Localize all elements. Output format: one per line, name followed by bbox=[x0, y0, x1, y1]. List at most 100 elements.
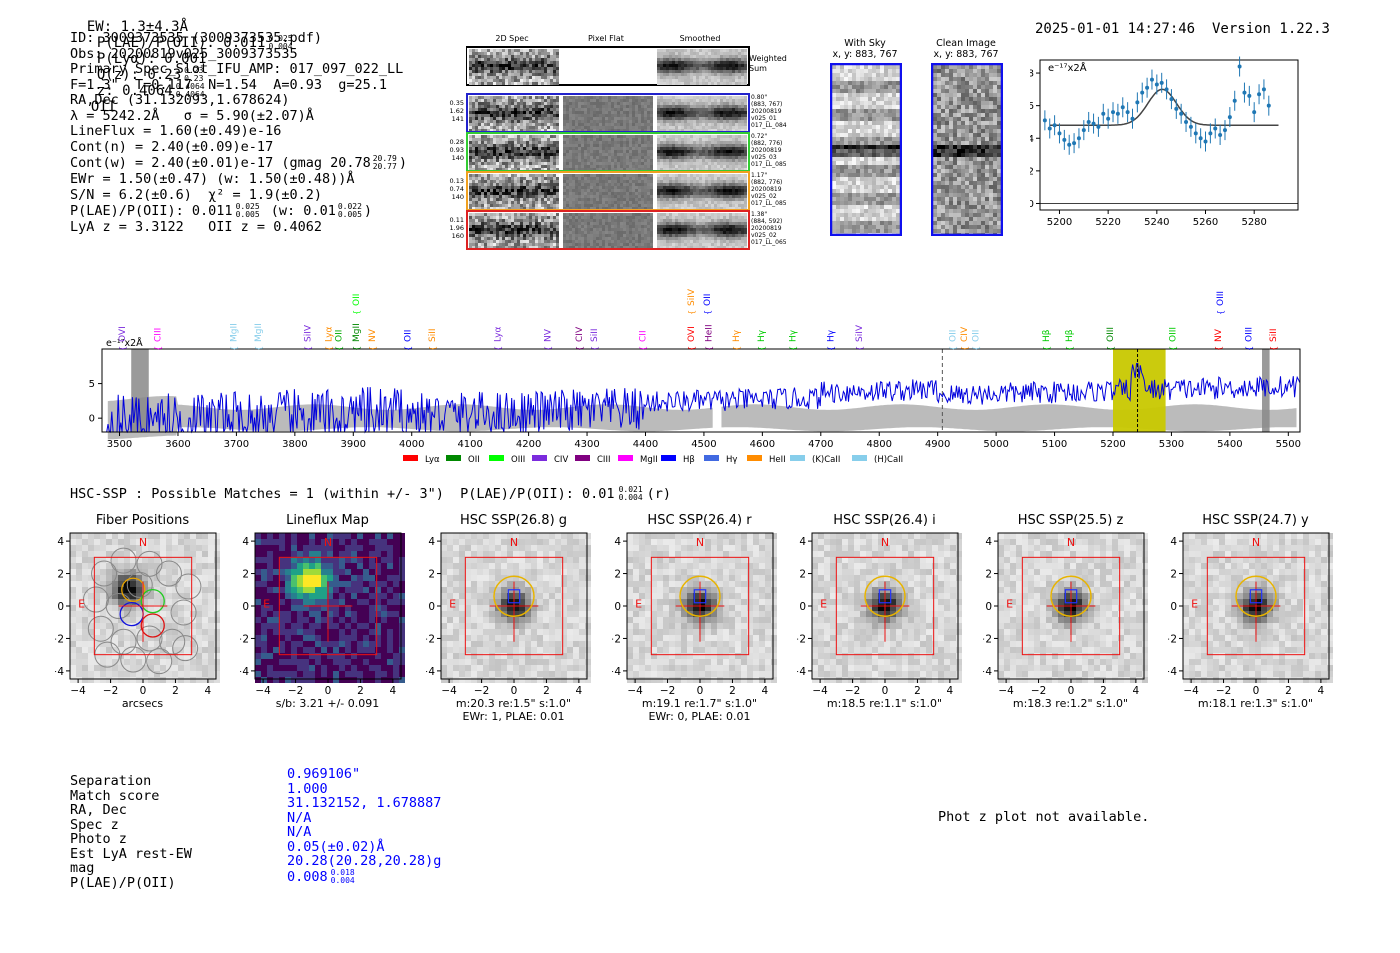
pixel bbox=[556, 108, 559, 111]
pixel bbox=[469, 52, 472, 55]
pixel bbox=[511, 141, 514, 144]
pixel bbox=[744, 79, 747, 82]
pixel bbox=[538, 201, 541, 204]
pixel bbox=[741, 67, 744, 70]
pixel bbox=[493, 55, 496, 58]
pixel bbox=[514, 120, 517, 123]
pixel bbox=[478, 207, 481, 210]
pixel bbox=[481, 150, 484, 153]
pixel bbox=[511, 64, 514, 67]
pixel bbox=[547, 70, 550, 73]
pixel bbox=[638, 225, 641, 228]
pixel bbox=[505, 73, 508, 76]
pixel bbox=[681, 111, 684, 114]
pixel bbox=[490, 64, 493, 67]
pixel bbox=[553, 135, 556, 138]
pixel bbox=[478, 79, 481, 82]
pixel bbox=[641, 174, 644, 177]
pixel bbox=[517, 82, 520, 85]
pixel bbox=[657, 237, 660, 240]
pixel bbox=[490, 123, 493, 126]
pixel bbox=[663, 105, 666, 108]
pixel bbox=[550, 79, 553, 82]
pixel bbox=[526, 213, 529, 216]
pixel bbox=[575, 156, 578, 159]
pixel bbox=[614, 105, 617, 108]
pixel bbox=[541, 49, 544, 52]
pixel bbox=[711, 55, 714, 58]
pixel bbox=[605, 177, 608, 180]
pixel bbox=[587, 111, 590, 114]
pixel bbox=[572, 195, 575, 198]
pixel bbox=[529, 123, 532, 126]
pixel bbox=[472, 99, 475, 102]
pixel bbox=[490, 240, 493, 243]
pixel bbox=[605, 123, 608, 126]
pixel bbox=[684, 231, 687, 234]
pixel bbox=[575, 153, 578, 156]
pixel bbox=[629, 96, 632, 99]
pixel bbox=[720, 192, 723, 195]
pixel bbox=[578, 123, 581, 126]
pixel bbox=[681, 76, 684, 79]
pixel bbox=[587, 159, 590, 162]
pixel bbox=[650, 195, 653, 198]
pixel bbox=[738, 192, 741, 195]
pixel bbox=[535, 76, 538, 79]
pixel bbox=[523, 99, 526, 102]
pixel bbox=[496, 159, 499, 162]
pixel bbox=[696, 168, 699, 171]
pixel bbox=[623, 174, 626, 177]
pixel bbox=[532, 102, 535, 105]
pixel bbox=[705, 141, 708, 144]
pixel bbox=[508, 156, 511, 159]
pixel bbox=[541, 123, 544, 126]
pixel bbox=[696, 198, 699, 201]
pixel bbox=[626, 222, 629, 225]
pixel bbox=[547, 219, 550, 222]
pixel bbox=[587, 147, 590, 150]
pixel bbox=[608, 222, 611, 225]
pixel bbox=[578, 162, 581, 165]
pixel bbox=[535, 168, 538, 171]
pixel bbox=[547, 126, 550, 129]
pixel bbox=[723, 64, 726, 67]
pixel bbox=[590, 198, 593, 201]
pixel bbox=[508, 141, 511, 144]
pixel bbox=[635, 234, 638, 237]
pixel bbox=[660, 165, 663, 168]
pixel bbox=[711, 186, 714, 189]
pixel bbox=[660, 64, 663, 67]
pixel bbox=[714, 150, 717, 153]
pixel bbox=[541, 99, 544, 102]
pixel bbox=[526, 79, 529, 82]
pixel bbox=[532, 165, 535, 168]
pixel bbox=[644, 177, 647, 180]
pixel bbox=[723, 183, 726, 186]
pixel bbox=[596, 243, 599, 246]
pixel bbox=[569, 147, 572, 150]
pixel bbox=[602, 174, 605, 177]
pixel bbox=[544, 243, 547, 246]
pixel bbox=[629, 126, 632, 129]
pixel bbox=[623, 141, 626, 144]
pixel bbox=[553, 117, 556, 120]
pixel bbox=[617, 105, 620, 108]
pixel bbox=[517, 96, 520, 99]
pixel bbox=[629, 189, 632, 192]
pixel bbox=[678, 156, 681, 159]
pixel bbox=[681, 135, 684, 138]
pixel bbox=[593, 108, 596, 111]
pixel bbox=[744, 114, 747, 117]
pixel bbox=[705, 150, 708, 153]
pixel bbox=[723, 108, 726, 111]
pixel bbox=[502, 52, 505, 55]
pixel bbox=[708, 198, 711, 201]
pixel bbox=[632, 243, 635, 246]
info-plae-w-lo: 0.005 bbox=[337, 210, 362, 219]
pixel bbox=[629, 207, 632, 210]
pixel bbox=[660, 49, 663, 52]
pixel bbox=[475, 234, 478, 237]
pixel bbox=[511, 174, 514, 177]
pixel bbox=[708, 234, 711, 237]
